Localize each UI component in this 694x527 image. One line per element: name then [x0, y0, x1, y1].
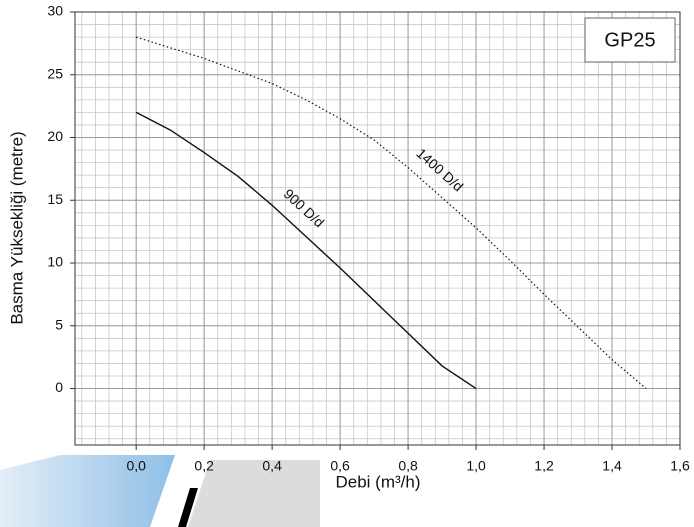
x-tick-label: 0,8 [398, 458, 418, 474]
x-tick-label: 1,2 [534, 458, 554, 474]
x-tick-label: 0,6 [330, 458, 350, 474]
decoration [188, 460, 320, 527]
plot-frame [74, 11, 681, 446]
grid [70, 11, 681, 450]
x-tick-label: 1,0 [466, 458, 486, 474]
title-box [584, 17, 676, 63]
x-tick-label: 1,4 [602, 458, 622, 474]
y-axis-label: Basma Yüksekliği (metre) [7, 131, 26, 324]
x-axis-label: Debi (m³/h) [335, 472, 420, 491]
plot-area [75, 12, 680, 445]
plot [135, 36, 647, 390]
y-tick-label: 25 [47, 65, 63, 81]
y-tick-label: 15 [47, 191, 63, 207]
chart-title: GP25 [604, 29, 655, 51]
y-tick-label: 5 [55, 316, 63, 332]
x-tick-label: 0,4 [262, 458, 282, 474]
y-tick-label: 0 [55, 379, 63, 395]
x-tick-label: 0,2 [194, 458, 214, 474]
y-tick-label: 10 [47, 254, 63, 270]
curve [135, 111, 477, 390]
x-tick-label: 0,0 [126, 458, 146, 474]
x-tick-label: 1,6 [670, 458, 690, 474]
decoration [178, 488, 198, 527]
y-tick-label: 20 [47, 128, 63, 144]
y-tick-label: 30 [47, 3, 63, 19]
decoration [0, 455, 175, 527]
curve [136, 36, 647, 389]
